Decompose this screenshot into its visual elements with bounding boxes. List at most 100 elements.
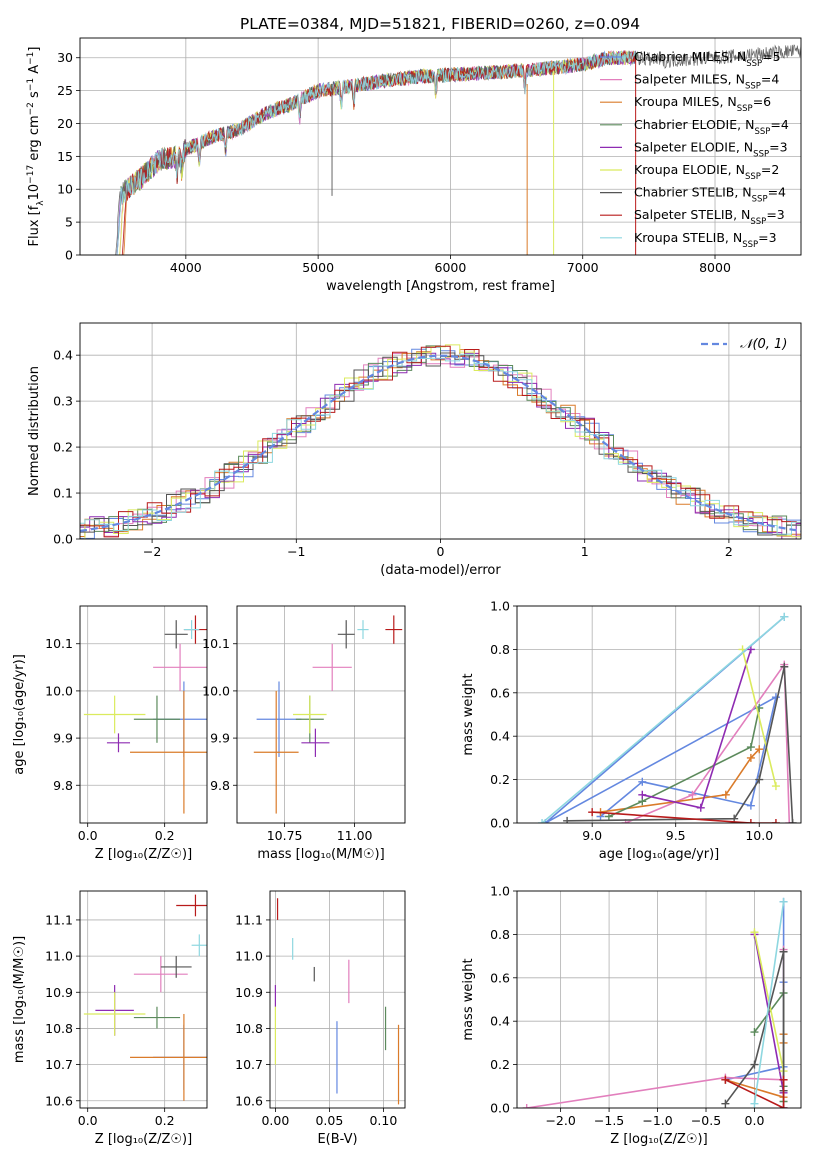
tick-label-y: 10.7 (45, 1057, 73, 1072)
gaussian-curve (80, 354, 801, 532)
label-part: Flux [f (27, 205, 42, 246)
tick-label-y: 10 (57, 182, 73, 197)
mass-weight-marker (721, 1075, 730, 1084)
tick-label-y: 9.9 (53, 731, 73, 746)
legend-label: Salpeter STELIB, NSSP=3 (634, 207, 785, 227)
tick-label-y: 10.8 (45, 1021, 73, 1036)
lines-mw_vs_Z (522, 897, 788, 1108)
mass-weight-marker (785, 819, 794, 823)
legend-label: Kroupa MILES, NSSP=6 (634, 94, 771, 114)
legend-label: Kroupa STELIB, NSSP=3 (634, 230, 777, 250)
mass-weight-marker (638, 790, 647, 799)
tick-label-y: 10.6 (45, 1093, 73, 1108)
data-point (301, 728, 330, 757)
tick-label-y: 9.8 (53, 778, 73, 793)
mass-weight-marker (788, 819, 797, 823)
legend-sub: SSP (752, 195, 768, 205)
tick-label-y: 0.4 (53, 348, 73, 363)
tick-label-x: 0.10 (369, 1113, 397, 1128)
axes-frame (79, 605, 208, 824)
tick-label-y: 10.9 (235, 985, 263, 1000)
data-point (191, 934, 207, 957)
tick-label-y: 0.1 (53, 486, 73, 501)
tick-label-x: 0.0 (78, 828, 98, 843)
tick-label-y: 10.1 (45, 636, 73, 651)
label-part: −2 (26, 102, 36, 115)
mass-weight-marker (721, 1099, 730, 1108)
data-point (176, 894, 207, 917)
tick-label-x: 0.2 (155, 828, 175, 843)
tick-label-y: 10.0 (202, 683, 230, 698)
axes-mass_vs_Z: 0.0 0.2 10.6 10.7 10.8 10.9 11.0 11.1 (45, 891, 207, 1128)
tick-label-y: 1.0 (490, 884, 510, 899)
legend-text: Kroupa STELIB, N (634, 230, 742, 245)
tick-label-y: 0.0 (53, 532, 73, 547)
tick-label-y: 10.1 (202, 636, 230, 651)
mass-weight-marker (771, 782, 780, 791)
mass-weight-marker (746, 743, 755, 752)
tick-label-y: 10.0 (45, 683, 73, 698)
data-point (164, 620, 188, 649)
legend-label: Chabrier MILES, NSSP=5 (634, 49, 781, 69)
legend-sub: SSP (754, 127, 770, 137)
tick-label-y: 11.1 (45, 912, 73, 927)
tick-label-y: 0.3 (53, 394, 73, 409)
mass-weight-marker (780, 662, 789, 671)
legend-label: Chabrier ELODIE, NSSP=4 (634, 117, 789, 137)
x-axis-label: (data-model)/error (380, 563, 501, 578)
mass-weight-marker (755, 745, 764, 754)
mass-weight-marker (750, 1060, 759, 1069)
mass-weight-series (600, 748, 760, 813)
histogram-series (80, 344, 801, 539)
tick-label-x: 9.0 (582, 828, 602, 843)
label-part: −1 (26, 52, 36, 65)
tick-label-y: 9.9 (210, 731, 230, 746)
data-point (385, 615, 403, 644)
label-part: A (27, 65, 42, 78)
mass-weight-series (642, 649, 752, 809)
tick-label-x: 5000 (302, 260, 334, 275)
tick-label-y: 25 (57, 83, 73, 98)
tick-label-y: 0.0 (490, 816, 510, 831)
mass-weight-marker (779, 1104, 788, 1108)
legend-sub: SSP (745, 172, 761, 182)
label-part: 10 (27, 184, 42, 201)
legend-text: =4 (770, 117, 788, 132)
mass-weight-series (544, 616, 785, 823)
y-axis-label: mass [log₁₀(M/M☉)] (12, 936, 27, 1063)
mass-weight-marker (696, 803, 705, 812)
tick-label-y: 0.8 (490, 642, 510, 657)
histograms (80, 344, 801, 539)
tick-label-y: 0.6 (490, 685, 510, 700)
data-point (183, 620, 200, 640)
axes-mw_vs_Z: −2.0 −1.5 −1.0 −0.5 0.0 0.0 0.2 0.4 0.6 0.8 1.0 (490, 884, 801, 1128)
legend-label: Kroupa ELODIE, NSSP=2 (634, 162, 779, 182)
tick-label-y: 0 (65, 248, 73, 263)
tick-label-x: 10.0 (745, 828, 773, 843)
y-axis-label: Normed distribution (27, 366, 42, 496)
legend-text: Salpeter STELIB, N (634, 207, 750, 222)
legend-label: 𝒩(0, 1) (740, 337, 787, 352)
tick-label-y: 5 (65, 215, 73, 230)
label-part: ] (27, 47, 42, 52)
mass-weight-marker (746, 645, 755, 654)
mass-weight-marker (780, 612, 789, 621)
legend-text: Kroupa ELODIE, N (634, 162, 745, 177)
data-point (293, 695, 327, 734)
legend-text: =3 (766, 207, 784, 222)
y-axis-label: mass weight (461, 673, 476, 755)
mass-weight-marker (721, 790, 730, 799)
spectrum-lines (115, 44, 801, 255)
legend-sub: SSP (746, 59, 762, 69)
mass-weight-marker (779, 1075, 788, 1084)
axes-frame (79, 37, 802, 256)
mass-weight-series (592, 811, 776, 823)
mass-weight-marker (563, 816, 572, 823)
x-axis-label: mass [log₁₀(M/M☉)] (257, 847, 384, 862)
tick-label-y: 20 (57, 116, 73, 131)
tick-label-x: 4000 (170, 260, 202, 275)
data-point (312, 643, 352, 691)
mass-weight-marker (771, 693, 780, 702)
tick-label-y: 0.6 (490, 970, 510, 985)
